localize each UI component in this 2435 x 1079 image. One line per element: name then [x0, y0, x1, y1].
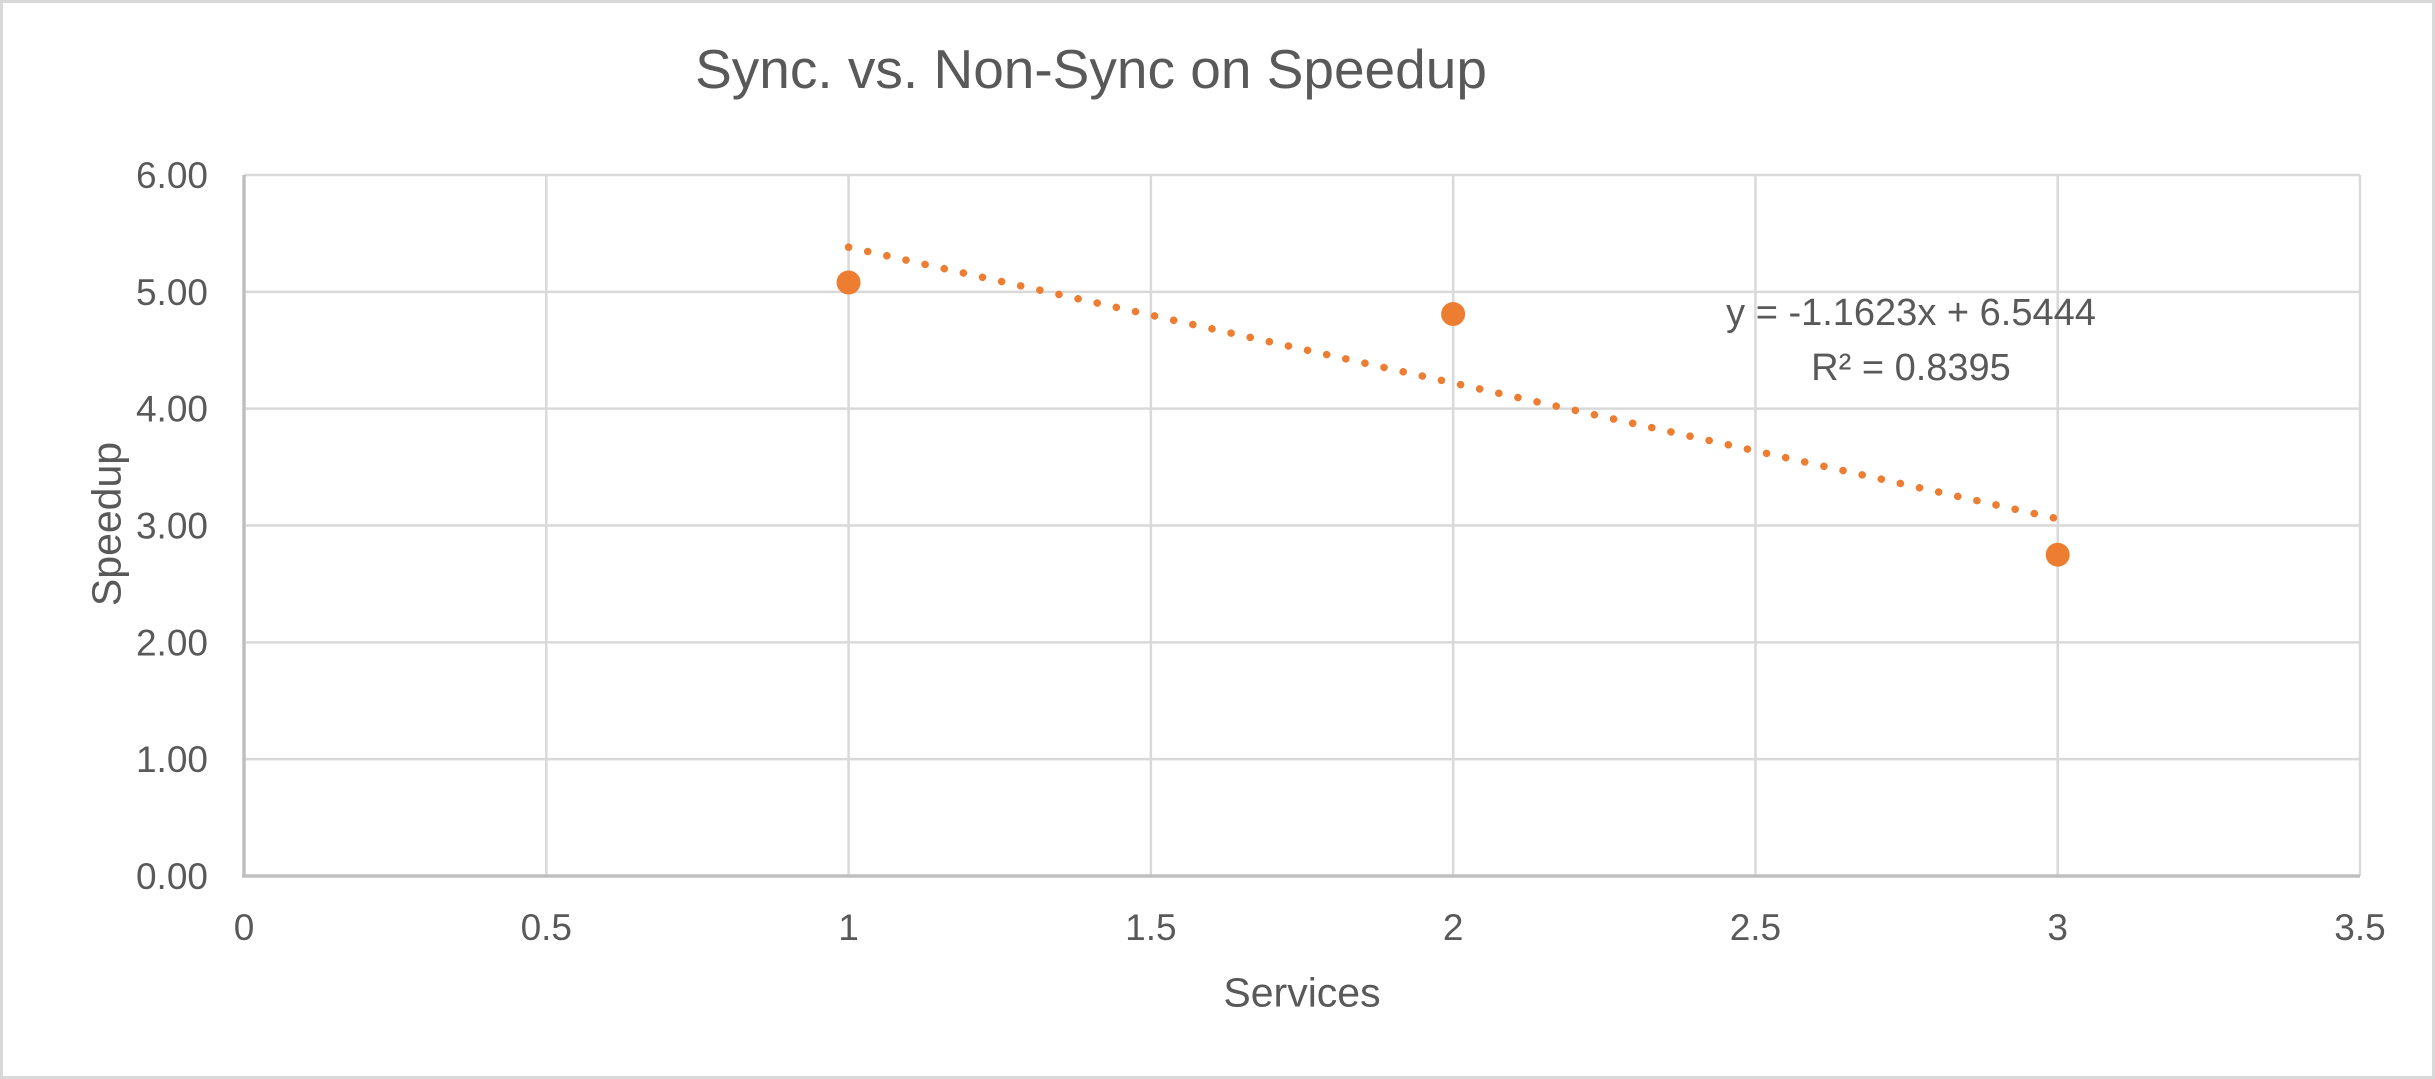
y-tick-label: 6.00 — [136, 155, 208, 196]
data-point — [1441, 302, 1466, 327]
x-axis-title: Services — [1223, 969, 1381, 1016]
y-tick-label: 0.00 — [136, 856, 208, 897]
x-tick-label: 2.5 — [1730, 907, 1781, 948]
x-tick-label: 0.5 — [521, 907, 572, 948]
y-tick-label: 1.00 — [136, 739, 208, 780]
chart-title: Sync. vs. Non-Sync on Speedup — [695, 38, 1487, 100]
x-tick-label: 3.5 — [2334, 907, 2385, 948]
y-tick-label: 5.00 — [136, 272, 208, 313]
y-tick-label: 3.00 — [136, 506, 208, 547]
x-tick-label: 1.5 — [1125, 907, 1176, 948]
trendline-annotation: y = -1.1623x + 6.5444 R² = 0.8395 — [1726, 286, 2096, 396]
y-tick-label: 2.00 — [136, 622, 208, 663]
x-tick-label: 0 — [234, 907, 255, 948]
data-point — [836, 270, 861, 295]
trendline-equation-text: y = -1.1623x + 6.5444 — [1726, 292, 2096, 334]
plot-area: 0 0.5 1 1.5 2 2.5 3 3.5 0.00 1.00 2.00 3.00 4.00 5.00… — [136, 155, 2386, 948]
trendline-r-squared-text: R² = 0.8395 — [1811, 347, 2011, 389]
y-axis-title: Speedup — [83, 441, 130, 607]
data-point — [2045, 542, 2070, 567]
x-tick-label: 1 — [838, 907, 859, 948]
x-tick-label: 2 — [1443, 907, 1464, 948]
y-tick-label: 4.00 — [136, 389, 208, 430]
x-tick-label: 3 — [2047, 907, 2068, 948]
